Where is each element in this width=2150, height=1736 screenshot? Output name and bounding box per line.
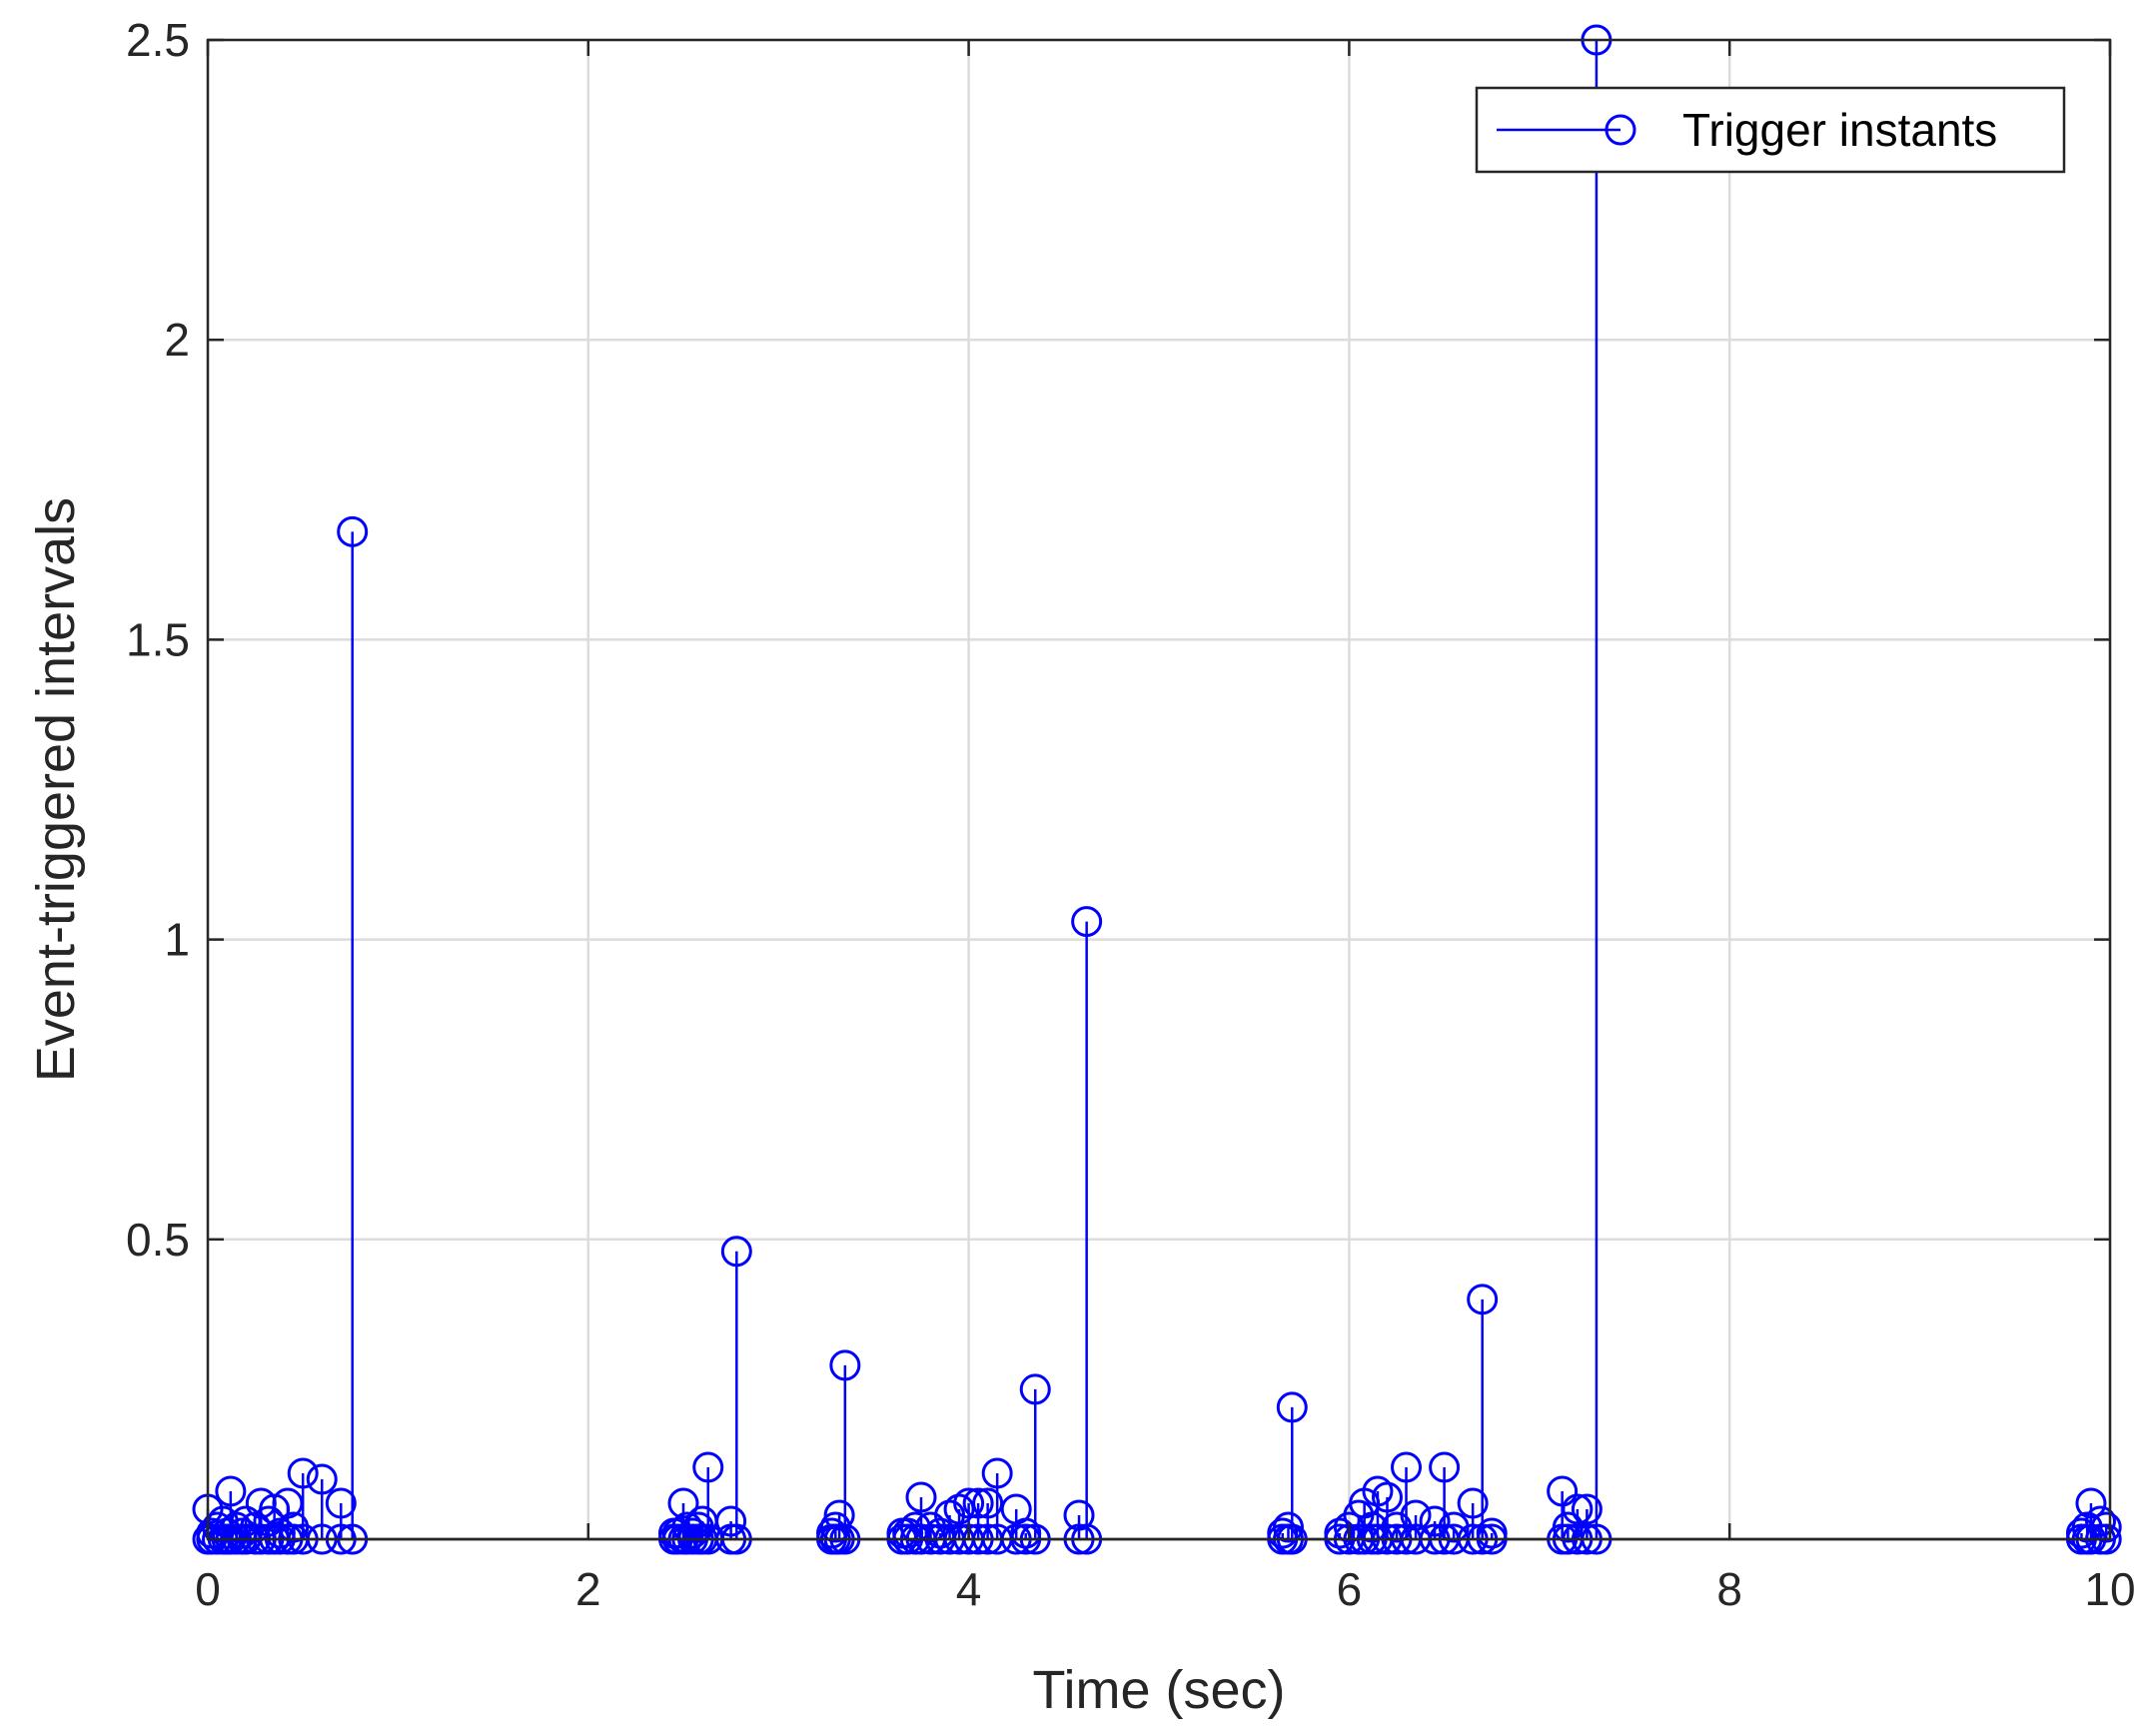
stem-point (720, 1236, 752, 1268)
stem-point (1371, 1481, 1403, 1513)
stem-point (667, 1487, 699, 1519)
tick-marks (206, 38, 2112, 1539)
stem-point (306, 1463, 338, 1495)
x-tick-label: 10 (2084, 1563, 2135, 1615)
stem-point (924, 1517, 956, 1549)
y-axis-label: Event-triggered intervals (26, 497, 86, 1082)
stem-point (1267, 1517, 1299, 1549)
y-tick-label: 2.5 (126, 14, 190, 66)
stem-point (1562, 1493, 1594, 1525)
stem-point (962, 1487, 994, 1519)
stem-point (1272, 1511, 1304, 1543)
axes-frame (206, 38, 2112, 1541)
legend: Trigger instants (1475, 86, 2066, 174)
stem-point (953, 1487, 985, 1519)
stem-point (337, 515, 369, 547)
stem-point (1476, 1517, 1508, 1549)
stem-point (981, 1457, 1013, 1489)
stem-point (1571, 1493, 1603, 1525)
stem-point (943, 1493, 975, 1525)
stem-point (1467, 1284, 1499, 1315)
x-tick-label: 8 (1716, 1563, 1742, 1615)
stem-point (2090, 1511, 2122, 1543)
stem-point (829, 1349, 861, 1381)
y-tick-label: 0.5 (126, 1214, 190, 1266)
tick-labels: 0 2 4 6 8 10 0.5 1 1.5 2 2.5 (126, 14, 2136, 1615)
stem-point (1429, 1451, 1461, 1483)
stem-point (1547, 1475, 1579, 1507)
x-tick-label: 4 (956, 1563, 982, 1615)
x-tick-label: 2 (575, 1563, 601, 1615)
stem-point (2075, 1487, 2107, 1519)
x-tick-label: 6 (1337, 1563, 1363, 1615)
stem-point (1324, 1517, 1356, 1549)
stem-point (823, 1499, 855, 1531)
stem-point (325, 1487, 357, 1519)
stem-point (287, 1457, 319, 1489)
x-axis-label: Time (sec) (1033, 1660, 1286, 1720)
stem-point (1391, 1451, 1423, 1483)
plot-area: 0 2 4 6 8 10 0.5 1 1.5 2 2.5 (126, 14, 2136, 1615)
stem-point (1071, 906, 1103, 938)
legend-entry-trigger-instants: Trigger instants (1682, 104, 1997, 156)
stem-point (1019, 1373, 1051, 1405)
x-tick-label: 0 (195, 1563, 221, 1615)
stem-point (1457, 1487, 1489, 1519)
legend-marker-icon (1605, 114, 1636, 146)
y-tick-label: 1.5 (126, 613, 190, 665)
stem-point (1400, 1499, 1432, 1531)
stem-point (715, 1505, 747, 1537)
stem-point (2084, 1505, 2116, 1537)
y-tick-label: 2 (164, 314, 190, 366)
axes-background (208, 40, 2110, 1539)
stem-point (1362, 1475, 1394, 1507)
stem-point (1419, 1505, 1451, 1537)
stem-point (1276, 1391, 1308, 1423)
stem-point (905, 1481, 937, 1513)
stem-point (972, 1487, 1004, 1519)
y-tick-label: 1 (164, 914, 190, 966)
stem-point (215, 1475, 247, 1507)
stem-point (692, 1451, 724, 1483)
stem-point (1010, 1517, 1042, 1549)
